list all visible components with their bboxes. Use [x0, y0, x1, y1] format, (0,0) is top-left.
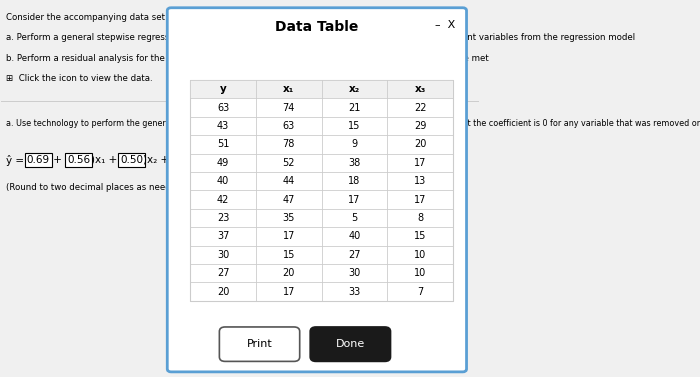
Text: 44: 44: [283, 176, 295, 186]
Text: a. Use technology to perform the general stepwise regression. What is the result: a. Use technology to perform the general…: [6, 119, 700, 128]
Text: 22: 22: [414, 103, 426, 113]
Text: x₃: x₃: [414, 84, 426, 94]
Text: 15: 15: [349, 121, 361, 131]
Text: 52: 52: [283, 158, 295, 168]
Text: 42: 42: [217, 195, 230, 205]
Text: 7: 7: [417, 287, 424, 297]
Text: 0.50: 0.50: [120, 155, 143, 165]
Text: Done: Done: [336, 339, 365, 349]
Text: 51: 51: [217, 139, 230, 149]
Text: –  X: – X: [435, 20, 456, 30]
Text: 20: 20: [414, 139, 426, 149]
Text: x₁: x₁: [284, 84, 295, 94]
Text: a. Perform a general stepwise regression using α = 0.05 for the p-value to enter: a. Perform a general stepwise regression…: [6, 33, 636, 42]
Text: 17: 17: [283, 287, 295, 297]
Text: 33: 33: [349, 287, 361, 297]
Text: 20: 20: [217, 287, 230, 297]
Text: 0.18: 0.18: [172, 155, 195, 165]
Text: 29: 29: [414, 121, 426, 131]
Text: 27: 27: [217, 268, 230, 278]
Text: 17: 17: [349, 195, 361, 205]
Text: 9: 9: [351, 139, 358, 149]
Text: 27: 27: [349, 250, 361, 260]
Text: x₂: x₂: [349, 84, 361, 94]
Text: ···: ···: [236, 104, 245, 114]
Text: 0.69: 0.69: [27, 155, 50, 165]
Text: 10: 10: [414, 268, 426, 278]
Text: 0.56: 0.56: [67, 155, 90, 165]
Text: 23: 23: [217, 213, 230, 223]
Text: 8: 8: [417, 213, 424, 223]
Text: 63: 63: [283, 121, 295, 131]
Text: 49: 49: [217, 158, 229, 168]
Text: 15: 15: [414, 231, 426, 241]
Text: 63: 63: [217, 103, 229, 113]
Text: ŷ =: ŷ =: [6, 155, 27, 166]
Text: y: y: [220, 84, 227, 94]
Text: 30: 30: [349, 268, 361, 278]
Text: 40: 40: [217, 176, 229, 186]
Text: 20: 20: [283, 268, 295, 278]
Text: b. Perform a residual analysis for the model developed in part a to verify that : b. Perform a residual analysis for the m…: [6, 54, 489, 63]
FancyBboxPatch shape: [310, 327, 391, 362]
Text: 30: 30: [217, 250, 229, 260]
Text: Data Table: Data Table: [275, 20, 358, 34]
Text: ⊞  Click the icon to view the data.: ⊞ Click the icon to view the data.: [6, 74, 153, 83]
Text: 40: 40: [349, 231, 361, 241]
Text: 17: 17: [414, 195, 426, 205]
Text: 47: 47: [283, 195, 295, 205]
Text: 78: 78: [283, 139, 295, 149]
FancyBboxPatch shape: [190, 80, 453, 98]
FancyBboxPatch shape: [190, 80, 453, 301]
Text: 17: 17: [414, 158, 426, 168]
FancyBboxPatch shape: [219, 327, 300, 362]
Text: 21: 21: [349, 103, 361, 113]
Text: (Round to two decimal places as needed.): (Round to two decimal places as needed.): [6, 183, 188, 192]
Text: 37: 37: [217, 231, 230, 241]
Text: 38: 38: [349, 158, 361, 168]
Text: 13: 13: [414, 176, 426, 186]
Text: )x₂ + (: )x₂ + (: [144, 155, 176, 165]
Text: )x₃: )x₃: [195, 155, 210, 165]
Text: )x₁ + (: )x₁ + (: [91, 155, 125, 165]
Text: Consider the accompanying data set of dependent and independent variables: Consider the accompanying data set of de…: [6, 12, 344, 21]
Text: 5: 5: [351, 213, 358, 223]
Text: 10: 10: [414, 250, 426, 260]
Text: 43: 43: [217, 121, 229, 131]
Text: 18: 18: [349, 176, 361, 186]
Text: 35: 35: [283, 213, 295, 223]
Text: 15: 15: [283, 250, 295, 260]
FancyBboxPatch shape: [167, 8, 466, 372]
Text: 17: 17: [283, 231, 295, 241]
Text: 74: 74: [283, 103, 295, 113]
Text: Print: Print: [246, 339, 272, 349]
Text: + (: + (: [50, 155, 69, 165]
